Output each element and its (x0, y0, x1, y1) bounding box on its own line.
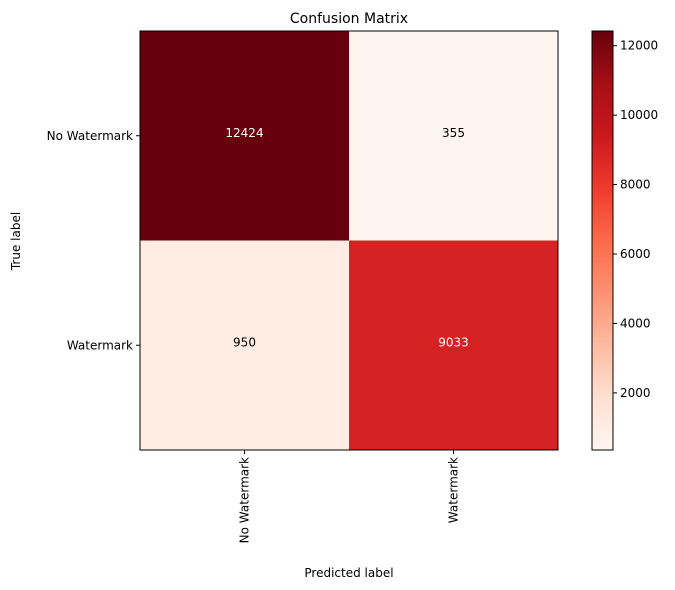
matrix-cell (349, 240, 558, 450)
chart-title: Confusion Matrix (290, 11, 408, 27)
x-axis-ticks: No Watermark Watermark (238, 450, 461, 543)
cell-value-label: 355 (442, 126, 465, 140)
x-axis-label: Predicted label (304, 566, 393, 580)
matrix-cells: 12424 355 950 9033 (140, 31, 558, 450)
y-tick-label: Watermark (67, 338, 133, 352)
colorbar (591, 30, 614, 451)
colorbar-ticks: 2000 4000 6000 8000 10000 12000 (613, 39, 658, 400)
y-tick-label: No Watermark (47, 129, 133, 143)
x-tick-label: Watermark (447, 457, 461, 523)
y-axis-ticks: No Watermark Watermark (47, 129, 140, 352)
matrix-frame (139, 30, 559, 451)
y-axis-label: True label (9, 212, 23, 271)
cell-value-label: 9033 (438, 335, 469, 349)
matrix-cell (349, 31, 558, 241)
cell-value-label: 12424 (225, 126, 263, 140)
colorbar-tick-label: 6000 (620, 247, 651, 261)
cell-value-label: 950 (233, 335, 256, 349)
matrix-cell (140, 31, 349, 241)
colorbar-tick-label: 2000 (620, 386, 651, 400)
colorbar-tick-label: 10000 (620, 108, 658, 122)
colorbar-tick-label: 12000 (620, 39, 658, 53)
colorbar-tick-label: 8000 (620, 178, 651, 192)
colorbar-tick-label: 4000 (620, 316, 651, 330)
matrix-cell (140, 240, 349, 450)
x-tick-label: No Watermark (238, 457, 252, 543)
